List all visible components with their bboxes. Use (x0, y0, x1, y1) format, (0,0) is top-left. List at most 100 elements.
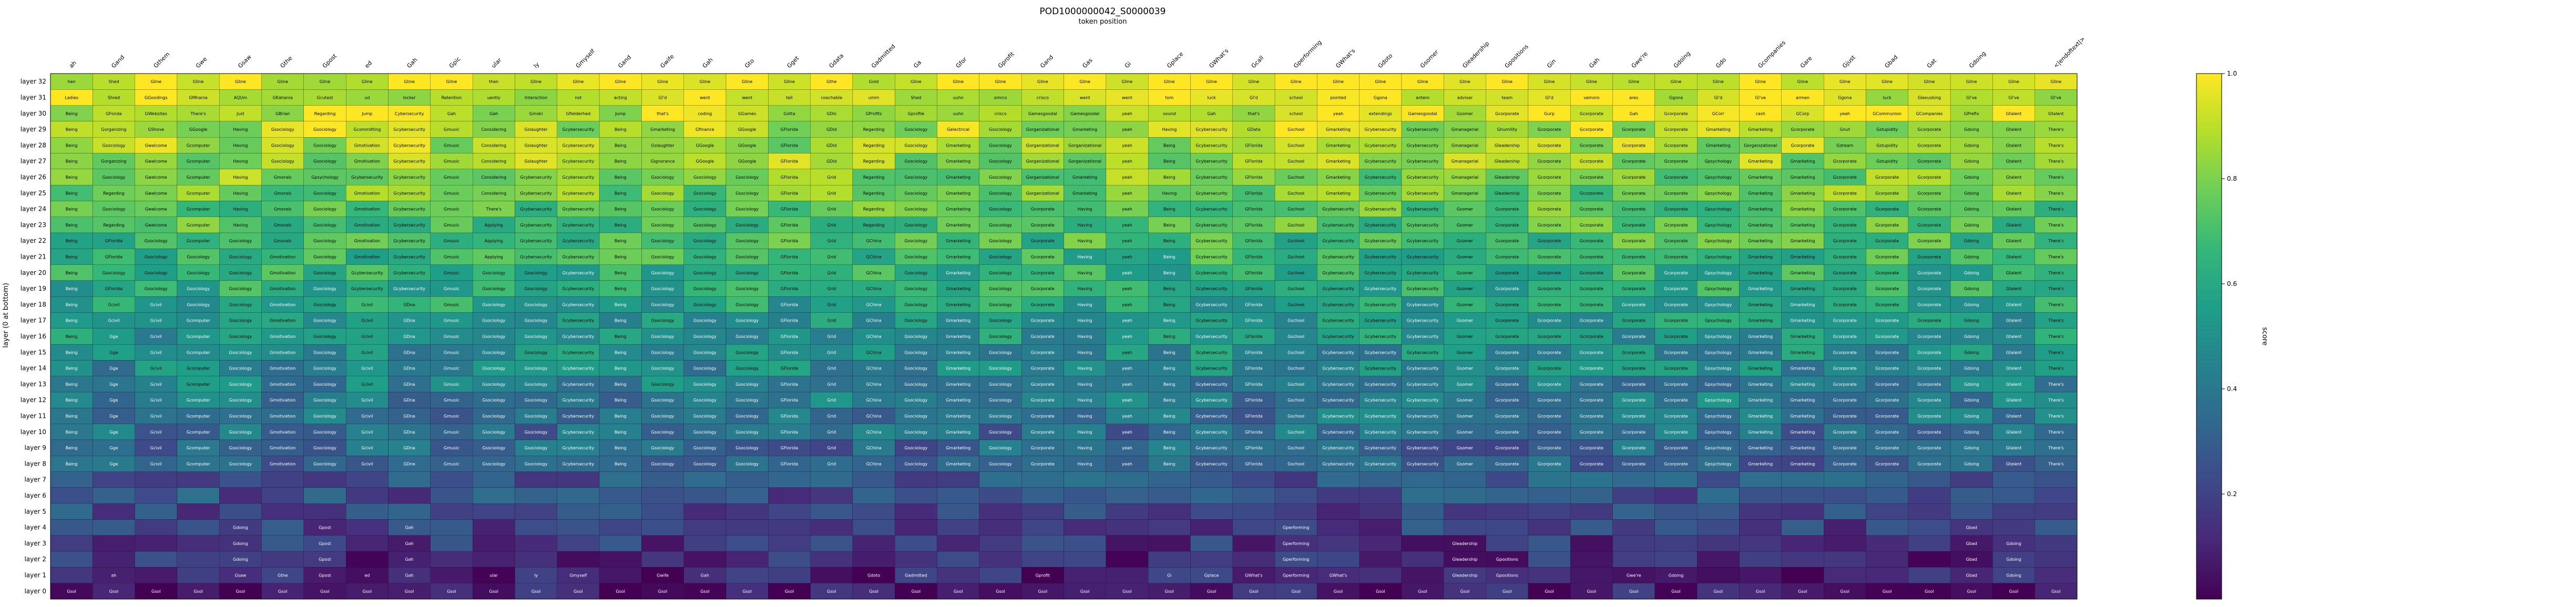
heatmap-cell (937, 567, 979, 583)
cell-label: Gsociology (989, 286, 1012, 291)
cell-label: Gmarketing (946, 143, 970, 148)
x-tick-label: Gpositions (1504, 43, 1530, 69)
cell-label: Gmarketing (1790, 207, 1815, 212)
cell-label: Gline (277, 79, 288, 84)
cell-label: Having (1078, 302, 1092, 307)
cell-label: Gcorporate (1580, 254, 1603, 259)
heatmap-cell (1528, 89, 1571, 106)
cell-label: Grid (827, 302, 836, 307)
cell-label: Gmarketing (1748, 191, 1773, 196)
cell-label: Gmarketing (1072, 127, 1097, 132)
cell-label: Grid (827, 318, 836, 323)
cell-label: Gah (701, 573, 709, 578)
heatmap-cell (1064, 503, 1106, 520)
heatmap-cell (1908, 89, 1951, 106)
cell-label: went (742, 95, 752, 100)
cell-label: Gcorporate (1495, 382, 1519, 387)
cell-label: Gsol (447, 589, 456, 594)
heatmap-cell (725, 551, 769, 568)
heatmap-cell (2035, 121, 2078, 138)
cell-label: Gcorporate (1622, 334, 1645, 339)
cell-label: Gmusic (444, 366, 459, 371)
cell-label: Grid (827, 239, 836, 243)
cell-label: Being (615, 271, 627, 275)
cell-label: Gschool (1287, 239, 1304, 243)
cell-label: Gmotivation (270, 382, 295, 387)
cell-label: Gcorporate (1538, 430, 1561, 435)
cell-label: Gmotivation (354, 239, 380, 243)
cell-label: Gcybersecurity (1365, 334, 1397, 339)
heatmap-cell (1444, 89, 1486, 106)
cell-label: Gsociology (525, 271, 548, 275)
cell-label: GChina (866, 366, 882, 371)
cell-label: Being (1163, 398, 1175, 403)
heatmap-cell (1232, 535, 1275, 552)
cell-label: yeah (1122, 446, 1132, 450)
cell-label: Gcorporate (1875, 302, 1899, 307)
heatmap-cell (979, 503, 1022, 520)
cell-label: Gsociology (313, 223, 336, 228)
cell-label: Gmusic (444, 334, 459, 339)
cell-label: Gcorporate (1538, 414, 1561, 419)
heatmap-cell (852, 503, 895, 520)
cell-label: Gcybersecurity (393, 175, 425, 180)
heatmap-cell (1274, 471, 1317, 488)
cell-label: Gcorporate (1031, 446, 1055, 450)
heatmap-cell (1148, 535, 1191, 552)
cell-label: Gcorporate (1580, 286, 1603, 291)
heatmap-cell (1992, 471, 2035, 488)
heatmap-cell (768, 137, 811, 153)
cell-label: Gcybersecurity (520, 207, 552, 212)
cell-label: Gsol (1291, 589, 1300, 594)
cell-label: Gsociology (145, 271, 168, 275)
cell-label: Gcorporate (1538, 159, 1561, 164)
cell-label: Gcorporate (1538, 143, 1561, 148)
heatmap-cell (937, 105, 979, 122)
cell-label: Gcybersecurity (1365, 159, 1397, 164)
cell-label: Gsociology (229, 414, 252, 419)
cell-label: Being (1163, 430, 1175, 435)
heatmap-cell (1190, 535, 1233, 552)
cell-label: Gmarketing (1790, 350, 1815, 355)
cell-label: GFlorida (781, 318, 799, 323)
cell-label: Gcorporate (1538, 223, 1561, 228)
cell-label: Gtalent (2006, 159, 2022, 164)
heatmap-cell (1148, 105, 1191, 122)
heatmap-cell (1781, 73, 1824, 90)
cell-label: Grid (827, 286, 836, 291)
heatmap-cell (1612, 73, 1655, 90)
heatmap-cell (641, 89, 684, 106)
cell-label: Gline (2008, 79, 2019, 84)
cell-label: Gsol (363, 589, 372, 594)
heatmap-cell (557, 503, 600, 520)
x-tick-label: ly (533, 61, 541, 69)
heatmap-cell (346, 519, 389, 536)
cell-label: Gcorporate (1875, 191, 1899, 196)
cell-label: Gcorporate (1833, 271, 1857, 275)
cell-label: Being (615, 254, 627, 259)
cell-label: Gmusic (444, 398, 459, 403)
cell-label: Gsomer (1457, 382, 1474, 387)
cell-label: Gsomer (1457, 350, 1474, 355)
cell-label: Gsociology (313, 127, 336, 132)
heatmap-cell (1317, 73, 1359, 90)
cell-label: yeah (1122, 239, 1132, 243)
heatmap-cell (1528, 137, 1571, 153)
cell-label: Gcorporate (1875, 461, 1899, 466)
cell-label: Gsociology (651, 430, 674, 435)
cell-label: yeah (1122, 143, 1132, 148)
cell-label: GFlorida (1245, 286, 1263, 291)
y-tick-label: layer 14 (21, 365, 46, 372)
heatmap-cell (1992, 519, 2035, 536)
heatmap-cell (895, 503, 937, 520)
heatmap-cell (1781, 487, 1824, 504)
heatmap-cell (1739, 121, 1782, 138)
heatmap-cell (1232, 551, 1275, 568)
cell-label: Gdoing (1964, 382, 1979, 387)
y-tick-label: layer 18 (21, 301, 46, 308)
heatmap-cell (1612, 121, 1655, 138)
cell-label: Gsociology (525, 446, 548, 450)
cell-label: Gschool (1287, 207, 1304, 212)
cell-label: Gorganizational (1068, 143, 1101, 148)
heatmap-cell (1866, 551, 1908, 568)
